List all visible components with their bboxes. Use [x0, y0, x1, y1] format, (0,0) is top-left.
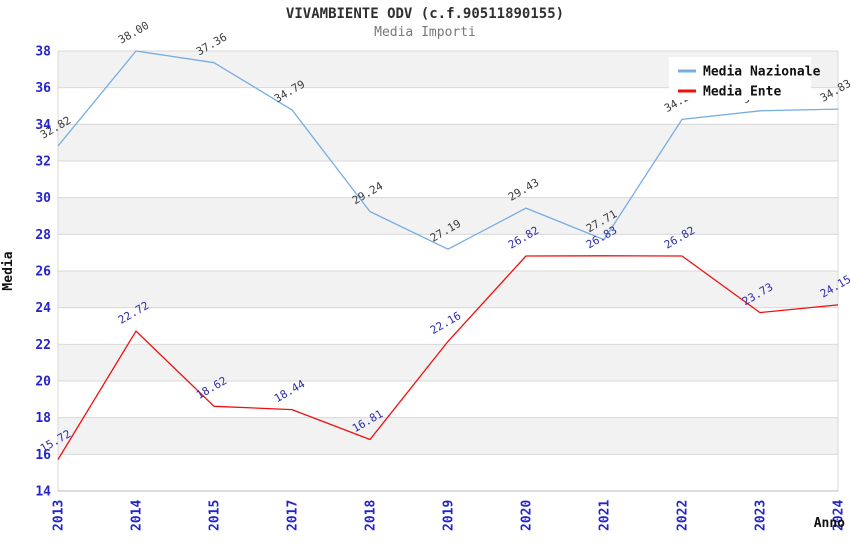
y-tick-label: 22	[35, 338, 51, 353]
x-tick-label: 2023	[754, 500, 769, 531]
x-tick-label: 2024	[832, 500, 847, 531]
y-axis-title: Media	[1, 251, 16, 290]
plot-band	[58, 344, 838, 381]
y-tick-label: 26	[35, 265, 51, 280]
y-tick-label: 32	[35, 155, 51, 170]
y-tick-label: 34	[35, 118, 51, 133]
chart-title: VIVAMBIENTE ODV (c.f.90511890155)	[285, 6, 565, 22]
y-tick-label: 18	[35, 411, 51, 426]
legend-box	[669, 57, 811, 100]
y-tick-label: 16	[35, 448, 51, 463]
y-tick-label: 38	[35, 45, 51, 60]
chart-subtitle: Media Importi	[374, 25, 476, 40]
x-tick-label: 2014	[130, 500, 145, 531]
plot-band	[58, 124, 838, 161]
series-line-media-ente	[57, 255, 839, 460]
x-axis-title: Anno	[814, 516, 845, 531]
x-tick-label: 2022	[676, 500, 691, 531]
legend-label: Media Ente	[703, 85, 781, 100]
x-tick-label: 2021	[598, 500, 613, 531]
x-tick-label: 2018	[364, 500, 379, 531]
y-tick-label: 14	[35, 485, 51, 500]
x-tick-label: 2019	[442, 500, 457, 531]
y-tick-label: 20	[35, 375, 51, 390]
y-tick-label: 28	[35, 228, 51, 243]
plot-band	[58, 197, 838, 235]
legend-label: Media Nazionale	[703, 65, 821, 80]
y-tick-label: 24	[35, 301, 51, 316]
x-tick-label: 2013	[52, 500, 67, 531]
x-tick-label: 2017	[286, 500, 301, 531]
x-tick-label: 2020	[520, 500, 535, 531]
y-tick-label: 36	[35, 81, 51, 96]
x-tick-label: 2015	[208, 500, 223, 531]
series-line-media-nazionale	[57, 50, 839, 250]
y-tick-label: 30	[35, 191, 51, 206]
data-label: 22.16	[428, 309, 463, 337]
plot-band	[58, 271, 838, 308]
plot-band	[58, 417, 838, 455]
